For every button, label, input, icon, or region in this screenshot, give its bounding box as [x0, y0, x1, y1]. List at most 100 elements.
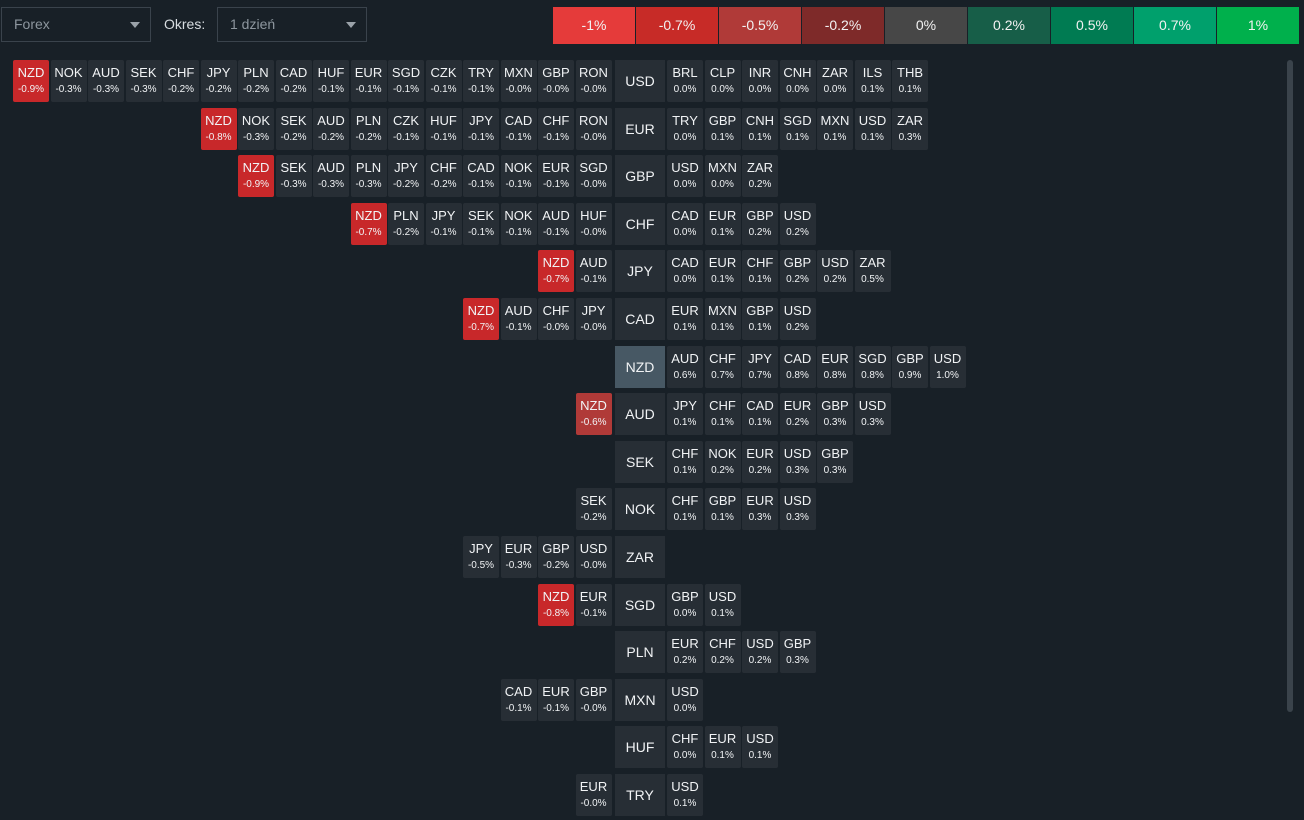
currency-cell[interactable]: CHF -0.2%: [425, 155, 462, 198]
currency-cell[interactable]: AUD 0.6%: [667, 345, 703, 388]
currency-cell[interactable]: EUR -0.0%: [575, 774, 612, 816]
currency-cell[interactable]: CHF 0.1%: [742, 250, 778, 293]
currency-cell[interactable]: INR 0.0%: [742, 60, 778, 102]
currency-cell[interactable]: HUF -0.1%: [425, 107, 462, 150]
currency-cell[interactable]: BRL 0.0%: [667, 60, 703, 102]
currency-cell[interactable]: HUF -0.0%: [575, 202, 612, 245]
currency-cell[interactable]: USD 0.3%: [779, 440, 816, 483]
currency-cell[interactable]: CAD -0.2%: [275, 60, 312, 102]
currency-cell[interactable]: EUR 0.2%: [667, 631, 703, 674]
currency-cell[interactable]: RON -0.0%: [575, 107, 612, 150]
currency-cell[interactable]: USD 0.3%: [779, 488, 816, 531]
currency-cell[interactable]: NOK -0.1%: [500, 155, 537, 198]
currency-cell[interactable]: MXN -0.0%: [500, 60, 537, 102]
currency-cell[interactable]: EUR -0.3%: [500, 536, 537, 578]
currency-cell[interactable]: CNH 0.0%: [779, 60, 816, 102]
currency-cell[interactable]: RON -0.0%: [575, 60, 612, 102]
currency-cell[interactable]: JPY 0.7%: [742, 345, 778, 388]
currency-cell[interactable]: USD -0.0%: [575, 536, 612, 578]
currency-cell[interactable]: NZD -0.8%: [200, 107, 237, 150]
currency-cell[interactable]: PLN -0.2%: [388, 202, 424, 245]
currency-cell[interactable]: MXN 0.1%: [704, 298, 741, 340]
currency-cell[interactable]: AUD -0.2%: [313, 107, 349, 150]
currency-cell[interactable]: CHF 0.2%: [704, 631, 741, 674]
base-currency[interactable]: MXN: [615, 678, 665, 721]
base-currency[interactable]: AUD: [615, 393, 665, 436]
currency-cell[interactable]: HUF -0.1%: [313, 60, 349, 102]
currency-cell[interactable]: AUD -0.1%: [575, 250, 612, 293]
currency-cell[interactable]: EUR -0.1%: [575, 583, 612, 626]
currency-cell[interactable]: ILS 0.1%: [854, 60, 891, 102]
currency-cell[interactable]: SEK -0.3%: [275, 155, 312, 198]
period-select[interactable]: 1 dzień: [217, 7, 367, 42]
currency-cell[interactable]: EUR 0.1%: [704, 250, 741, 293]
currency-cell[interactable]: EUR -0.1%: [538, 155, 574, 198]
currency-cell[interactable]: GBP 0.2%: [742, 202, 778, 245]
currency-cell[interactable]: USD 1.0%: [929, 345, 966, 388]
currency-cell[interactable]: CHF -0.1%: [538, 107, 574, 150]
currency-cell[interactable]: EUR 0.1%: [704, 202, 741, 245]
currency-cell[interactable]: USD 0.2%: [779, 298, 816, 340]
currency-cell[interactable]: USD 0.1%: [667, 774, 703, 816]
currency-cell[interactable]: JPY -0.1%: [463, 107, 499, 150]
currency-cell[interactable]: GBP 0.1%: [742, 298, 778, 340]
currency-cell[interactable]: MXN 0.0%: [704, 155, 741, 198]
base-currency[interactable]: GBP: [615, 155, 665, 198]
currency-cell[interactable]: CAD 0.1%: [742, 393, 778, 436]
currency-cell[interactable]: CHF 0.0%: [667, 726, 703, 769]
currency-cell[interactable]: SGD 0.1%: [779, 107, 816, 150]
currency-cell[interactable]: GBP 0.3%: [817, 393, 853, 436]
currency-cell[interactable]: SEK -0.2%: [275, 107, 312, 150]
currency-cell[interactable]: CAD -0.1%: [463, 155, 499, 198]
currency-cell[interactable]: PLN -0.2%: [350, 107, 387, 150]
currency-cell[interactable]: CHF 0.1%: [667, 440, 703, 483]
currency-cell[interactable]: USD 0.0%: [667, 155, 703, 198]
currency-cell[interactable]: GBP 0.3%: [817, 440, 853, 483]
currency-cell[interactable]: USD 0.0%: [667, 678, 703, 721]
currency-cell[interactable]: GBP 0.3%: [779, 631, 816, 674]
currency-cell[interactable]: ZAR 0.2%: [742, 155, 778, 198]
base-currency[interactable]: SGD: [615, 583, 665, 626]
currency-cell[interactable]: ZAR 0.0%: [817, 60, 853, 102]
currency-cell[interactable]: JPY -0.5%: [463, 536, 499, 578]
currency-cell[interactable]: CHF -0.0%: [538, 298, 574, 340]
currency-cell[interactable]: USD 0.1%: [742, 726, 778, 769]
currency-cell[interactable]: CHF 0.7%: [704, 345, 741, 388]
currency-cell[interactable]: NZD -0.6%: [575, 393, 612, 436]
currency-cell[interactable]: GBP -0.0%: [575, 678, 612, 721]
currency-cell[interactable]: AUD -0.1%: [500, 298, 537, 340]
currency-cell[interactable]: JPY 0.1%: [667, 393, 703, 436]
currency-cell[interactable]: CAD 0.0%: [667, 250, 703, 293]
currency-cell[interactable]: CAD -0.1%: [500, 678, 537, 721]
currency-cell[interactable]: NZD -0.9%: [238, 155, 274, 198]
currency-cell[interactable]: ZAR 0.5%: [854, 250, 891, 293]
currency-cell[interactable]: SEK -0.1%: [463, 202, 499, 245]
currency-cell[interactable]: JPY -0.1%: [425, 202, 462, 245]
currency-cell[interactable]: CHF 0.1%: [667, 488, 703, 531]
base-currency[interactable]: CHF: [615, 202, 665, 245]
currency-cell[interactable]: GBP -0.2%: [538, 536, 574, 578]
currency-cell[interactable]: NOK -0.1%: [500, 202, 537, 245]
currency-cell[interactable]: GBP 0.2%: [779, 250, 816, 293]
market-select[interactable]: Forex: [1, 7, 151, 42]
currency-cell[interactable]: GBP 0.1%: [704, 107, 741, 150]
base-currency[interactable]: USD: [615, 60, 665, 102]
currency-cell[interactable]: AUD -0.3%: [88, 60, 124, 102]
base-currency[interactable]: NOK: [615, 488, 665, 531]
currency-cell[interactable]: CAD -0.1%: [500, 107, 537, 150]
currency-cell[interactable]: USD 0.2%: [817, 250, 853, 293]
currency-cell[interactable]: MXN 0.1%: [817, 107, 853, 150]
scrollbar[interactable]: [1287, 60, 1293, 712]
currency-cell[interactable]: THB 0.1%: [892, 60, 928, 102]
currency-cell[interactable]: SGD 0.8%: [854, 345, 891, 388]
currency-cell[interactable]: CZK -0.1%: [425, 60, 462, 102]
currency-cell[interactable]: JPY -0.2%: [388, 155, 424, 198]
currency-cell[interactable]: CZK -0.1%: [388, 107, 424, 150]
currency-cell[interactable]: AUD -0.1%: [538, 202, 574, 245]
currency-cell[interactable]: CHF 0.1%: [704, 393, 741, 436]
currency-cell[interactable]: NOK -0.3%: [238, 107, 274, 150]
currency-cell[interactable]: GBP 0.1%: [704, 488, 741, 531]
currency-cell[interactable]: CAD 0.8%: [779, 345, 816, 388]
currency-cell[interactable]: GBP 0.9%: [892, 345, 928, 388]
base-currency[interactable]: TRY: [615, 774, 665, 816]
